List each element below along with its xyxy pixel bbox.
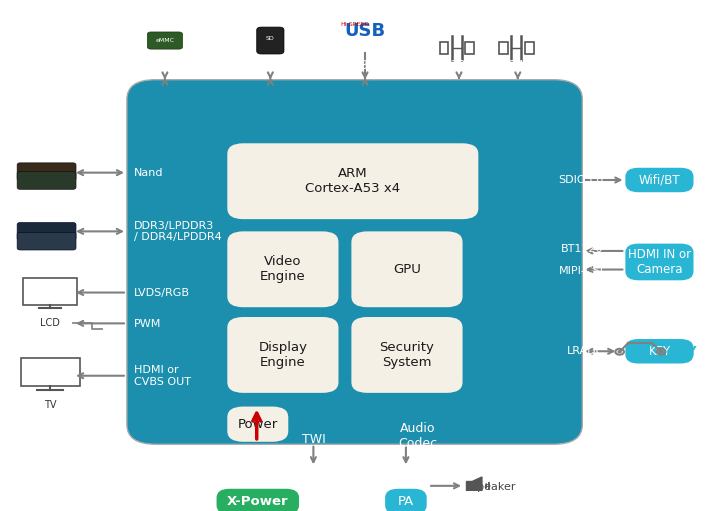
Polygon shape	[466, 481, 473, 491]
Text: PWM: PWM	[134, 319, 161, 330]
Text: GPU: GPU	[393, 263, 421, 276]
Text: Nand: Nand	[134, 168, 163, 178]
Text: X24M: X24M	[501, 59, 534, 72]
FancyBboxPatch shape	[217, 489, 299, 511]
Text: Audio
Codec: Audio Codec	[398, 422, 437, 450]
FancyBboxPatch shape	[351, 231, 462, 307]
Text: Display
Engine: Display Engine	[258, 341, 307, 369]
Text: LVDS/RGB: LVDS/RGB	[134, 288, 190, 297]
Text: LRADC: LRADC	[567, 346, 604, 356]
Circle shape	[660, 351, 662, 353]
FancyBboxPatch shape	[17, 172, 76, 189]
Text: Wifi/BT: Wifi/BT	[639, 174, 680, 187]
Bar	[21, 358, 80, 386]
Text: TV: TV	[44, 400, 56, 410]
Polygon shape	[473, 477, 482, 495]
Text: KEY: KEY	[649, 345, 670, 358]
FancyBboxPatch shape	[385, 489, 427, 511]
FancyBboxPatch shape	[228, 231, 338, 307]
FancyBboxPatch shape	[228, 407, 288, 442]
FancyBboxPatch shape	[626, 339, 693, 363]
Text: TWI: TWI	[302, 433, 325, 446]
Text: USB: USB	[344, 22, 386, 40]
Text: USB2.0: USB2.0	[343, 59, 387, 72]
FancyBboxPatch shape	[626, 168, 693, 192]
FancyBboxPatch shape	[17, 223, 76, 240]
Circle shape	[618, 351, 621, 353]
FancyBboxPatch shape	[228, 317, 338, 393]
Text: KEY: KEY	[672, 345, 697, 358]
Text: SDIO3.0: SDIO3.0	[559, 175, 604, 185]
Text: Speaker: Speaker	[470, 482, 516, 492]
Text: MIPI-CSI: MIPI-CSI	[559, 266, 604, 275]
Text: Power: Power	[238, 417, 278, 431]
FancyBboxPatch shape	[127, 80, 582, 444]
Text: PA: PA	[397, 495, 414, 508]
Text: X-Power: X-Power	[227, 495, 289, 508]
Bar	[465, 42, 474, 54]
Text: X32K: X32K	[444, 59, 474, 72]
FancyBboxPatch shape	[228, 143, 478, 219]
Text: TF CARD0: TF CARD0	[241, 59, 300, 72]
Text: SD: SD	[266, 36, 275, 40]
Text: ARM
Cortex-A53 x4: ARM Cortex-A53 x4	[305, 167, 400, 195]
FancyBboxPatch shape	[626, 244, 693, 281]
Text: HDMI IN or
Camera: HDMI IN or Camera	[628, 248, 691, 276]
Text: HI-SPEED: HI-SPEED	[341, 22, 369, 27]
Text: BT1120: BT1120	[562, 244, 604, 253]
Text: eMMC: eMMC	[147, 59, 183, 72]
Text: Security
System: Security System	[379, 341, 434, 369]
FancyBboxPatch shape	[351, 317, 462, 393]
Bar	[440, 42, 449, 54]
Text: DDR3/LPDDR3
/ DDR4/LPDDR4: DDR3/LPDDR3 / DDR4/LPDDR4	[134, 221, 222, 242]
FancyBboxPatch shape	[17, 233, 76, 250]
Text: HDMI or
CVBS OUT: HDMI or CVBS OUT	[134, 365, 191, 386]
FancyBboxPatch shape	[17, 163, 76, 180]
Text: Video
Engine: Video Engine	[260, 256, 306, 283]
Bar	[23, 277, 77, 305]
FancyBboxPatch shape	[148, 32, 182, 49]
Text: eMMC: eMMC	[156, 38, 174, 43]
Bar	[499, 42, 508, 54]
Text: LCD: LCD	[40, 318, 60, 328]
FancyBboxPatch shape	[257, 27, 284, 54]
Bar	[525, 42, 534, 54]
